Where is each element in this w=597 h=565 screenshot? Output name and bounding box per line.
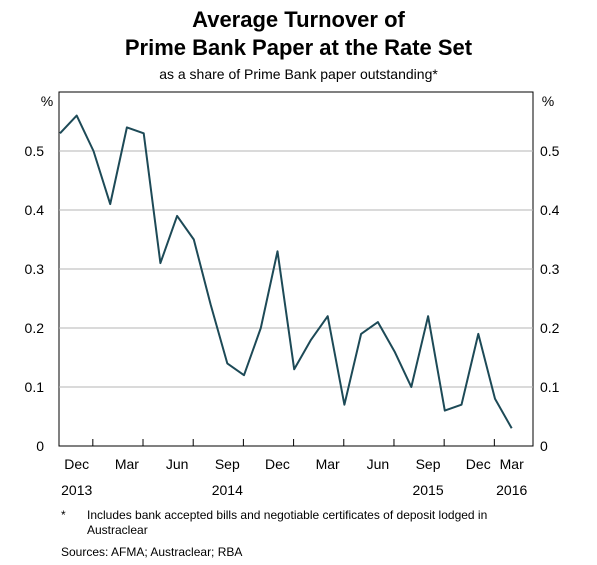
y-tick-label-left: 0.5 [25,143,45,159]
y-unit-right: % [542,93,554,109]
x-year-label: 2013 [61,482,92,498]
x-tick-label: Mar [115,456,139,472]
y-tick-label-left: 0.2 [25,320,45,336]
footnote-marker: * [61,508,66,522]
y-tick-label-left: 0.3 [25,261,45,277]
gridlines [59,150,533,388]
y-tick-label-right: 0.1 [540,379,560,395]
x-tick-label: Dec [466,456,491,472]
chart-subtitle: as a share of Prime Bank paper outstandi… [159,66,438,82]
y-tick-label-right: 0.5 [540,143,560,159]
y-unit-left: % [41,93,53,109]
x-year-label: 2015 [412,482,443,498]
y-tick-label-right: 0.4 [540,202,560,218]
series-layer [59,114,513,429]
y-tick-label-right: 0.3 [540,261,560,277]
y-tick-label-right: 0 [540,438,548,454]
sources-note: Sources: AFMA; Austraclear; RBA [61,545,243,559]
y-tick-label-left: 0.1 [25,379,45,395]
x-tick-label: Mar [500,456,524,472]
y-tick-label-left: 0 [36,438,44,454]
x-year-label: 2014 [212,482,243,498]
chart-title-line-1: Average Turnover of [192,7,405,32]
x-tick-label: Sep [215,456,240,472]
x-year-label: 2016 [496,482,527,498]
x-axis: Dec Mar Jun Sep Dec Mar Jun Sep Dec Mar 2013 2014 20… [61,439,527,498]
y-tick-label-left: 0.4 [25,202,45,218]
y-axis-left: 0 0.1 0.2 0.3 0.4 0.5 [25,143,45,454]
x-tick-label: Dec [64,456,89,472]
chart-title-line-2: Prime Bank Paper at the Rate Set [124,35,473,60]
x-tick-label: Jun [367,456,390,472]
footnote-text: Includes bank accepted bills and negotia… [87,508,488,537]
series-line [59,114,513,429]
y-tick-label-right: 0.2 [540,320,560,336]
x-tick-label: Dec [265,456,290,472]
x-tick-label: Mar [316,456,340,472]
x-tick-label: Sep [416,456,441,472]
y-axis-right: 0 0.1 0.2 0.3 0.4 0.5 [540,143,560,454]
x-tick-label: Jun [166,456,189,472]
